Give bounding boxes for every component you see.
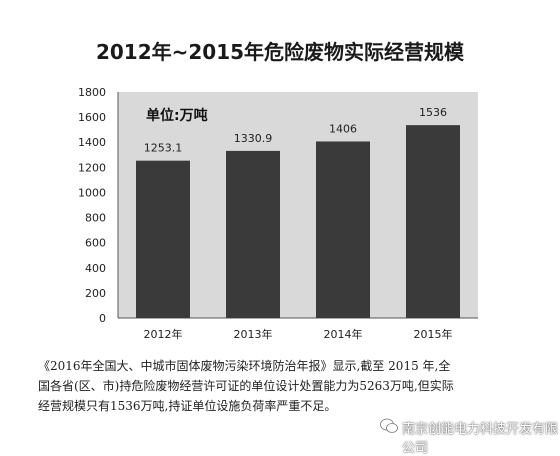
bar bbox=[136, 160, 190, 318]
bar-value-label: 1330.9 bbox=[234, 132, 273, 145]
chart-title: 2012年~2015年危险废物实际经营规模 bbox=[95, 40, 465, 64]
x-tick-label: 2012年 bbox=[144, 327, 183, 341]
y-tick-label: 1400 bbox=[78, 136, 106, 149]
unit-label: 单位:万吨 bbox=[146, 107, 208, 124]
caption-line-2: 国各省(区、市)持危险废物经营许可证的单位设计处置能力为5263万吨,但实际 bbox=[38, 379, 454, 393]
x-tick-label: 2014年 bbox=[324, 327, 363, 341]
value-labels: 1253.1 1330.9 1406 1536 bbox=[144, 106, 447, 155]
bar-value-label: 1253.1 bbox=[144, 142, 183, 155]
bar-value-label: 1406 bbox=[329, 122, 357, 135]
x-tick-label: 2013年 bbox=[234, 327, 273, 341]
y-tick-label: 1800 bbox=[78, 86, 106, 99]
x-axis-labels: 2012年 2013年 2014年 2015年 bbox=[144, 327, 453, 341]
x-tick-label: 2015年 bbox=[414, 327, 453, 341]
y-tick-label: 1000 bbox=[78, 186, 106, 199]
y-tick-label: 400 bbox=[85, 262, 106, 275]
watermark-text: 南京创能电力科技开发有限公司 bbox=[402, 422, 559, 456]
y-tick-label: 200 bbox=[85, 287, 106, 300]
y-tick-label: 600 bbox=[85, 237, 106, 250]
bar-chart: 0 200 400 600 800 1000 1200 1400 1600 1800 1253.1… bbox=[78, 86, 478, 341]
caption-line-1: 《2016年全国大、中城市固体废物污染环境防治年报》显示,截至 2015 年,全 bbox=[38, 359, 451, 373]
bar bbox=[406, 125, 460, 318]
y-axis-ticks: 0 200 400 600 800 1000 1200 1400 1600 1800 bbox=[78, 86, 106, 325]
y-tick-label: 0 bbox=[99, 312, 106, 325]
caption-line-3: 经营规模只有1536万吨,持证单位设施负荷率严重不足。 bbox=[38, 399, 337, 413]
bars bbox=[136, 125, 460, 318]
bar-value-label: 1536 bbox=[419, 106, 447, 119]
y-tick-label: 800 bbox=[85, 212, 106, 225]
bar bbox=[316, 141, 370, 318]
y-tick-label: 1600 bbox=[78, 111, 106, 124]
y-tick-label: 1200 bbox=[78, 161, 106, 174]
bar bbox=[226, 150, 280, 318]
wechat-icon bbox=[380, 418, 398, 433]
